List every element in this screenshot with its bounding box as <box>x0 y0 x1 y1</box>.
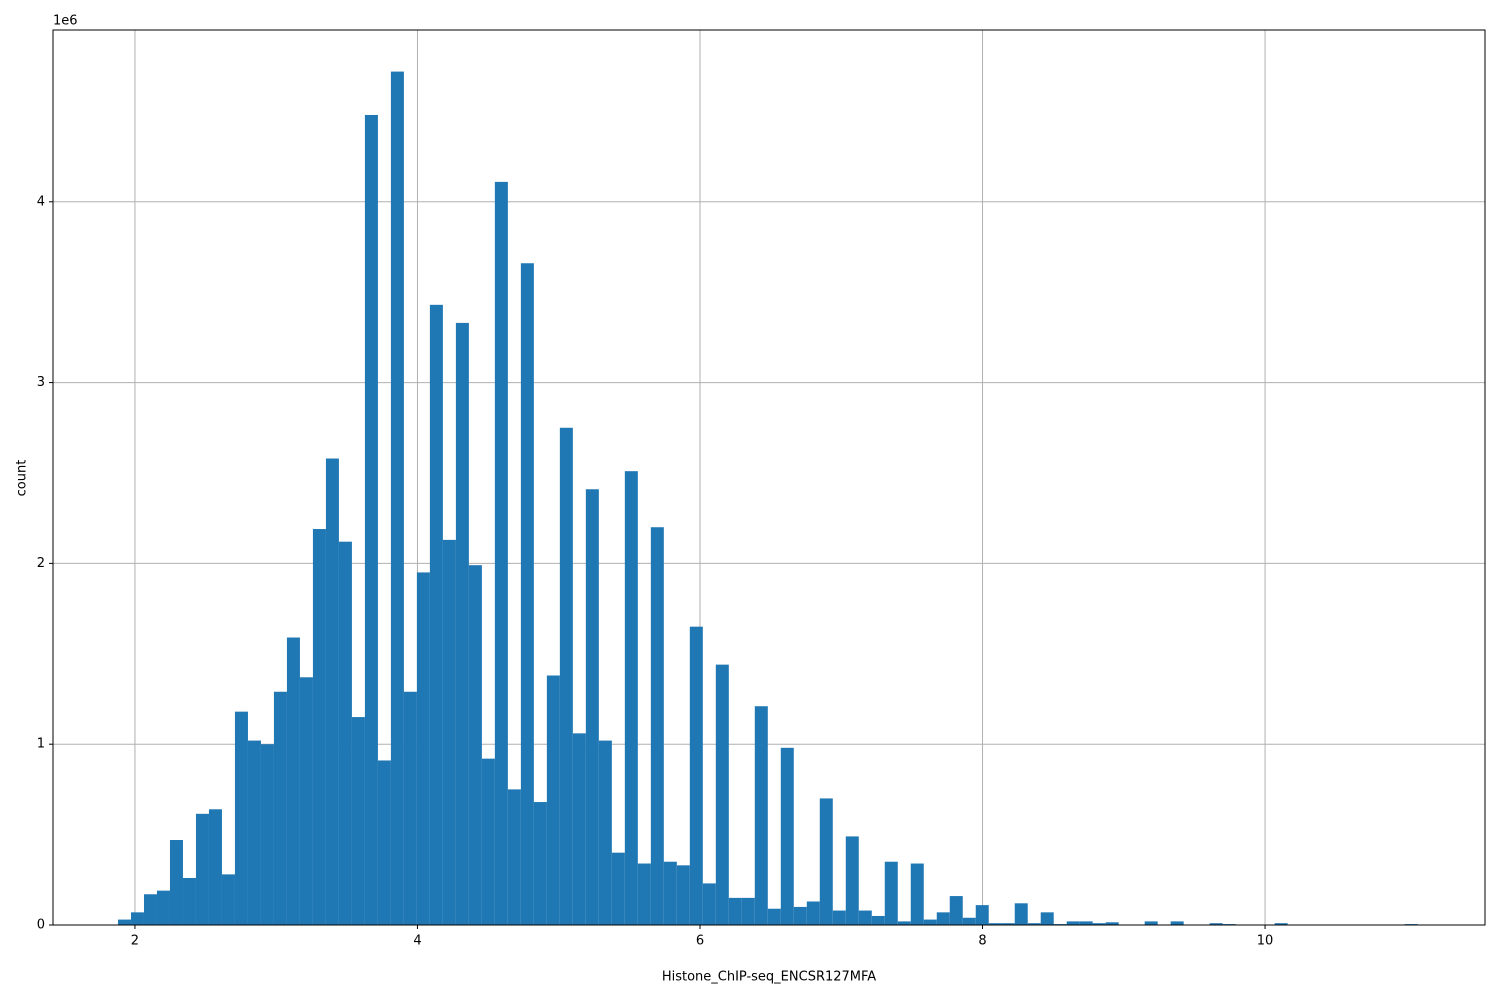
histogram-bar <box>1066 921 1080 925</box>
histogram-bar <box>715 664 729 925</box>
x-tick-label: 2 <box>131 934 139 949</box>
histogram-bar <box>780 747 794 925</box>
histogram-bar <box>546 675 560 925</box>
histogram-bar <box>455 322 469 926</box>
histogram-bar <box>585 489 599 925</box>
histogram-bar <box>611 852 625 925</box>
histogram-bar <box>858 910 872 925</box>
histogram-bar <box>208 809 222 925</box>
histogram-bar <box>507 789 521 925</box>
histogram-bar <box>533 802 547 925</box>
y-tick-label: 2 <box>37 556 45 571</box>
histogram-bar <box>143 894 157 925</box>
y-tick-label: 4 <box>37 194 45 209</box>
histogram-bar <box>1014 903 1028 925</box>
x-tick-label: 6 <box>696 934 704 949</box>
histogram-bar <box>559 427 573 925</box>
histogram-bar <box>910 863 924 925</box>
bars-layer <box>117 71 1418 926</box>
histogram-bar <box>962 917 976 925</box>
histogram-bar <box>845 836 859 925</box>
x-tick-label: 10 <box>1257 934 1274 949</box>
histogram-bar <box>897 921 911 925</box>
y-tick-label: 0 <box>37 918 45 933</box>
histogram-bar <box>1105 922 1119 925</box>
histogram-bar <box>689 626 703 925</box>
histogram-bar <box>767 908 781 925</box>
histogram-bar <box>793 906 807 925</box>
histogram-bar <box>286 637 300 925</box>
histogram-bar <box>195 813 209 925</box>
histogram-bar <box>819 798 833 925</box>
histogram-bar <box>1209 923 1223 925</box>
histogram-bar <box>221 874 235 925</box>
histogram-bar <box>988 923 1002 925</box>
histogram-bar <box>1092 923 1106 925</box>
histogram-bar <box>754 706 768 925</box>
histogram-bar <box>169 840 183 925</box>
histogram-bar <box>468 565 482 925</box>
histogram-bar <box>403 691 417 925</box>
histogram-bar <box>325 458 339 925</box>
histogram-bar <box>364 114 378 925</box>
histogram-bar <box>572 733 586 925</box>
histogram-bar <box>741 897 755 925</box>
histogram-bar <box>884 861 898 925</box>
histogram-bar <box>312 529 326 925</box>
histogram-bar <box>949 896 963 925</box>
y-axis-label: count <box>15 460 30 497</box>
histogram-bar <box>416 572 430 925</box>
histogram-bar <box>806 901 820 925</box>
histogram-bar <box>429 304 443 926</box>
histogram-bar <box>351 717 365 925</box>
histogram-bar <box>702 883 716 925</box>
histogram-bar <box>234 711 248 925</box>
histogram-bar <box>871 915 885 925</box>
histogram-bar <box>624 471 638 925</box>
histogram-bar <box>299 677 313 925</box>
histogram-bar <box>338 541 352 925</box>
y-tick-label: 1 <box>37 737 45 752</box>
histogram-bar <box>247 740 261 925</box>
histogram-bar <box>936 912 950 925</box>
histogram-bar <box>130 912 144 925</box>
histogram-bar <box>637 863 651 925</box>
histogram-bar <box>832 910 846 925</box>
histogram-bar <box>1144 921 1158 925</box>
histogram-bar <box>390 71 404 925</box>
histogram-bar <box>1079 921 1093 925</box>
histogram-bar <box>663 861 677 925</box>
histogram-bar <box>481 758 495 925</box>
histogram-bar <box>676 865 690 925</box>
y-offset-label: 1e6 <box>53 14 78 29</box>
histogram-bar <box>1274 923 1288 925</box>
histogram-bar <box>156 890 170 925</box>
x-tick-label: 8 <box>978 934 986 949</box>
histogram-bar <box>442 539 456 925</box>
histogram-bar <box>260 744 274 925</box>
axes-frame <box>52 29 1486 926</box>
histogram-bar <box>1027 923 1041 925</box>
histogram-bar <box>182 877 196 925</box>
histogram-bar <box>1001 923 1015 925</box>
histogram-bar <box>650 527 664 925</box>
histogram-bar <box>728 897 742 925</box>
histogram-bar <box>377 760 391 925</box>
histogram-bar <box>1040 912 1054 925</box>
histogram-bar <box>975 905 989 925</box>
x-tick-label: 4 <box>413 934 421 949</box>
histogram-bar <box>273 691 287 925</box>
histogram-bar <box>520 263 534 925</box>
y-tick-label: 3 <box>37 375 45 390</box>
histogram-bar <box>923 919 937 925</box>
histogram-bar <box>1170 921 1184 925</box>
x-axis-label: Histone_ChIP-seq_ENCSR127MFA <box>662 970 876 985</box>
histogram-bar <box>117 919 131 925</box>
histogram-bar <box>598 740 612 925</box>
histogram-bar <box>494 181 508 925</box>
